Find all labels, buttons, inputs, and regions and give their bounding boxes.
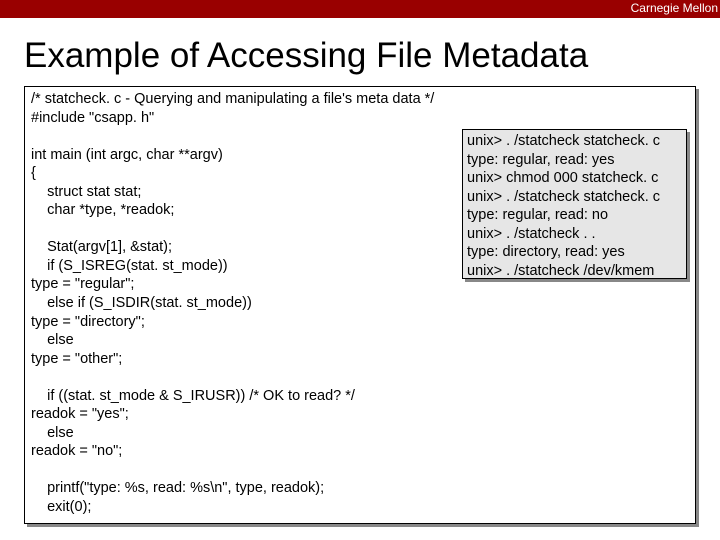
terminal-output-box: unix> . /statcheck statcheck. c type: re…: [462, 129, 687, 279]
slide-title: Example of Accessing File Metadata: [0, 18, 720, 86]
institution-label: Carnegie Mellon: [631, 1, 720, 15]
terminal-output-text: unix> . /statcheck statcheck. c type: re…: [467, 133, 660, 279]
header-bar: Carnegie Mellon: [0, 0, 720, 18]
source-code-text: /* statcheck. c - Querying and manipulat…: [31, 91, 434, 515]
content-area: /* statcheck. c - Querying and manipulat…: [0, 86, 720, 524]
source-code-box: /* statcheck. c - Querying and manipulat…: [24, 86, 696, 524]
